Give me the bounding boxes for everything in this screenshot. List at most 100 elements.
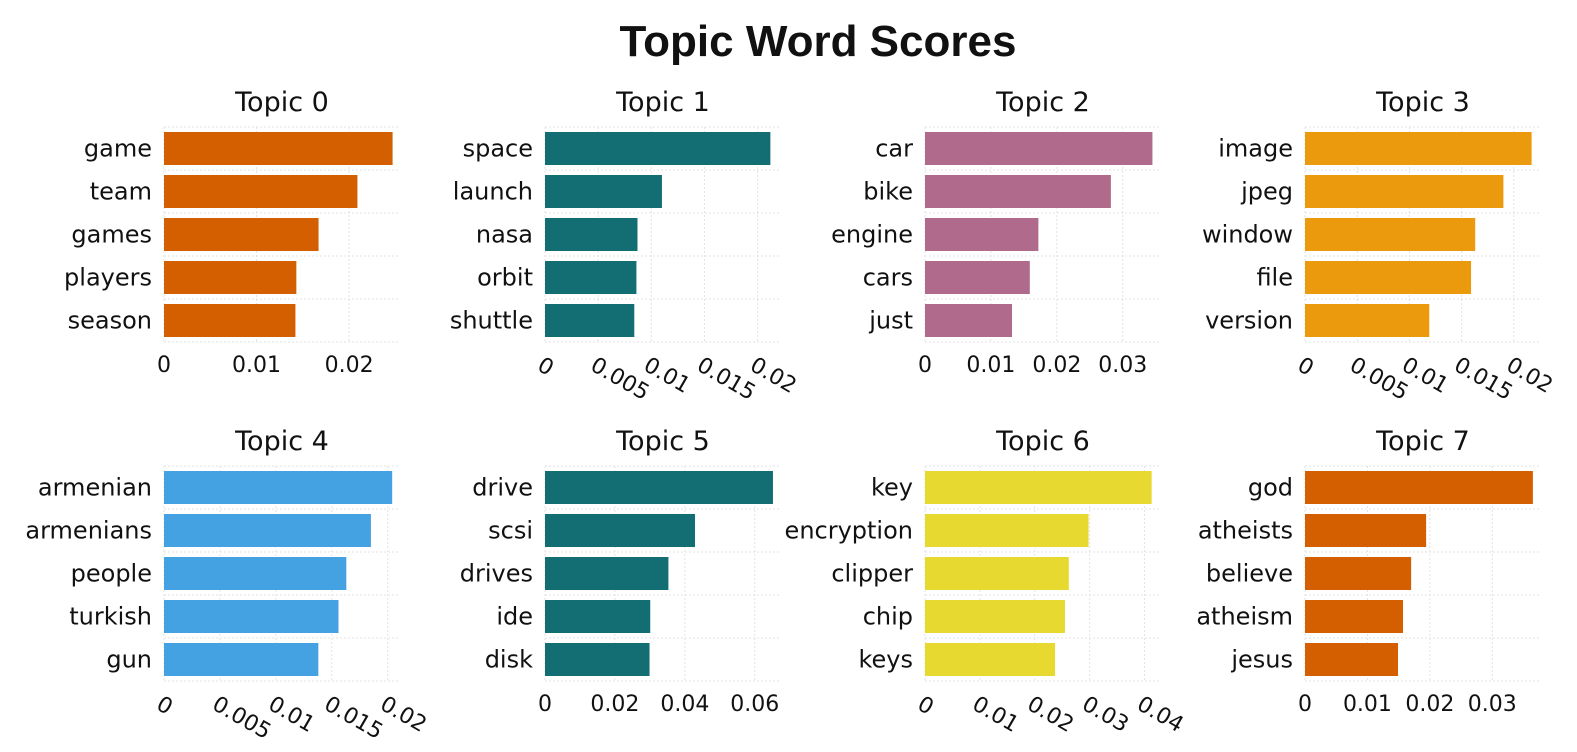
bar-6-4 [925,643,1056,676]
bar-4-4 [164,643,319,676]
tick-label-3-0: 0 [1293,353,1318,382]
bar-2-2 [925,218,1039,251]
category-label: game [84,135,152,163]
bar-4-0 [164,471,393,504]
tick-label-1-1: 0.005 [586,353,653,406]
figure-title: Topic Word Scores [620,17,1017,66]
tick-label-6-2: 0.02 [1023,692,1078,738]
category-label: just [868,307,913,335]
panel-title: Topic 2 [995,87,1090,118]
tick-label-2-3: 0.03 [1098,353,1147,378]
bar-2-4 [925,304,1013,337]
category-label: clipper [831,560,913,588]
category-label: shuttle [450,307,533,335]
category-label: games [71,221,152,249]
bar-1-0 [545,132,771,165]
bar-6-1 [925,514,1089,547]
bar-4-3 [164,600,339,633]
category-label: turkish [69,603,152,631]
category-label: chip [863,603,913,631]
panel-title: Topic 3 [1375,87,1470,118]
panel-title: Topic 0 [234,87,329,118]
tick-label-7-3: 0.03 [1468,692,1517,717]
category-label: people [71,560,152,588]
category-label: image [1218,135,1293,163]
bar-3-1 [1305,175,1504,208]
tick-label-5-1: 0.02 [590,692,639,717]
bar-4-1 [164,514,371,547]
category-label: engine [831,221,913,249]
panel-title: Topic 4 [234,426,329,457]
tick-label-2-1: 0.01 [966,353,1015,378]
category-label: disk [485,646,533,674]
category-label: window [1202,221,1293,249]
tick-label-7-0: 0 [1298,692,1312,717]
bar-7-4 [1305,643,1399,676]
tick-label-0-1: 0.01 [232,353,281,378]
category-label: space [463,135,533,163]
category-label: atheists [1198,517,1293,545]
tick-label-3-3: 0.015 [1450,353,1517,406]
bar-0-4 [164,304,296,337]
category-label: key [871,474,913,502]
category-label: keys [858,646,913,674]
tick-label-5-3: 0.06 [730,692,779,717]
tick-label-6-4: 0.04 [1133,692,1188,738]
bar-5-4 [545,643,650,676]
bar-4-2 [164,557,347,590]
panel-title: Topic 5 [615,426,710,457]
bar-0-3 [164,261,297,294]
bar-6-3 [925,600,1065,633]
bar-0-2 [164,218,319,251]
panel-title: Topic 1 [615,87,710,118]
bar-5-2 [545,557,669,590]
category-label: atheism [1196,603,1293,631]
bar-1-1 [545,175,662,208]
tick-label-2-0: 0 [918,353,932,378]
tick-label-6-3: 0.03 [1078,692,1133,738]
tick-label-6-1: 0.01 [968,692,1023,738]
tick-label-0-0: 0 [157,353,171,378]
bar-1-2 [545,218,638,251]
category-label: armenians [25,517,152,545]
bar-7-3 [1305,600,1404,633]
category-label: scsi [488,517,533,545]
bar-5-1 [545,514,695,547]
bar-7-2 [1305,557,1412,590]
bar-6-0 [925,471,1152,504]
category-label: gun [106,646,152,674]
tick-label-5-2: 0.04 [660,692,709,717]
tick-label-4-3: 0.015 [320,692,387,745]
category-label: version [1205,307,1293,335]
tick-label-7-1: 0.01 [1343,692,1392,717]
category-label: nasa [476,221,533,249]
category-label: jesus [1230,646,1293,674]
bar-1-3 [545,261,637,294]
tick-label-4-2: 0.01 [264,692,319,738]
bar-7-1 [1305,514,1427,547]
category-label: god [1248,474,1293,502]
panel-title: Topic 7 [1375,426,1470,457]
category-label: season [68,307,152,335]
bar-6-2 [925,557,1069,590]
category-label: cars [863,264,913,292]
category-label: bike [863,178,913,206]
category-label: drives [460,560,533,588]
category-label: drive [472,474,533,502]
tick-label-6-0: 0 [913,692,938,721]
category-label: car [875,135,913,163]
category-label: armenian [38,474,152,502]
category-label: launch [453,178,533,206]
tick-label-3-1: 0.005 [1345,353,1412,406]
category-label: jpeg [1240,178,1293,206]
category-label: ide [496,603,533,631]
bar-2-3 [925,261,1030,294]
category-label: file [1256,264,1293,292]
bar-3-4 [1305,304,1430,337]
category-label: encryption [785,517,913,545]
panel-title: Topic 6 [995,426,1090,457]
